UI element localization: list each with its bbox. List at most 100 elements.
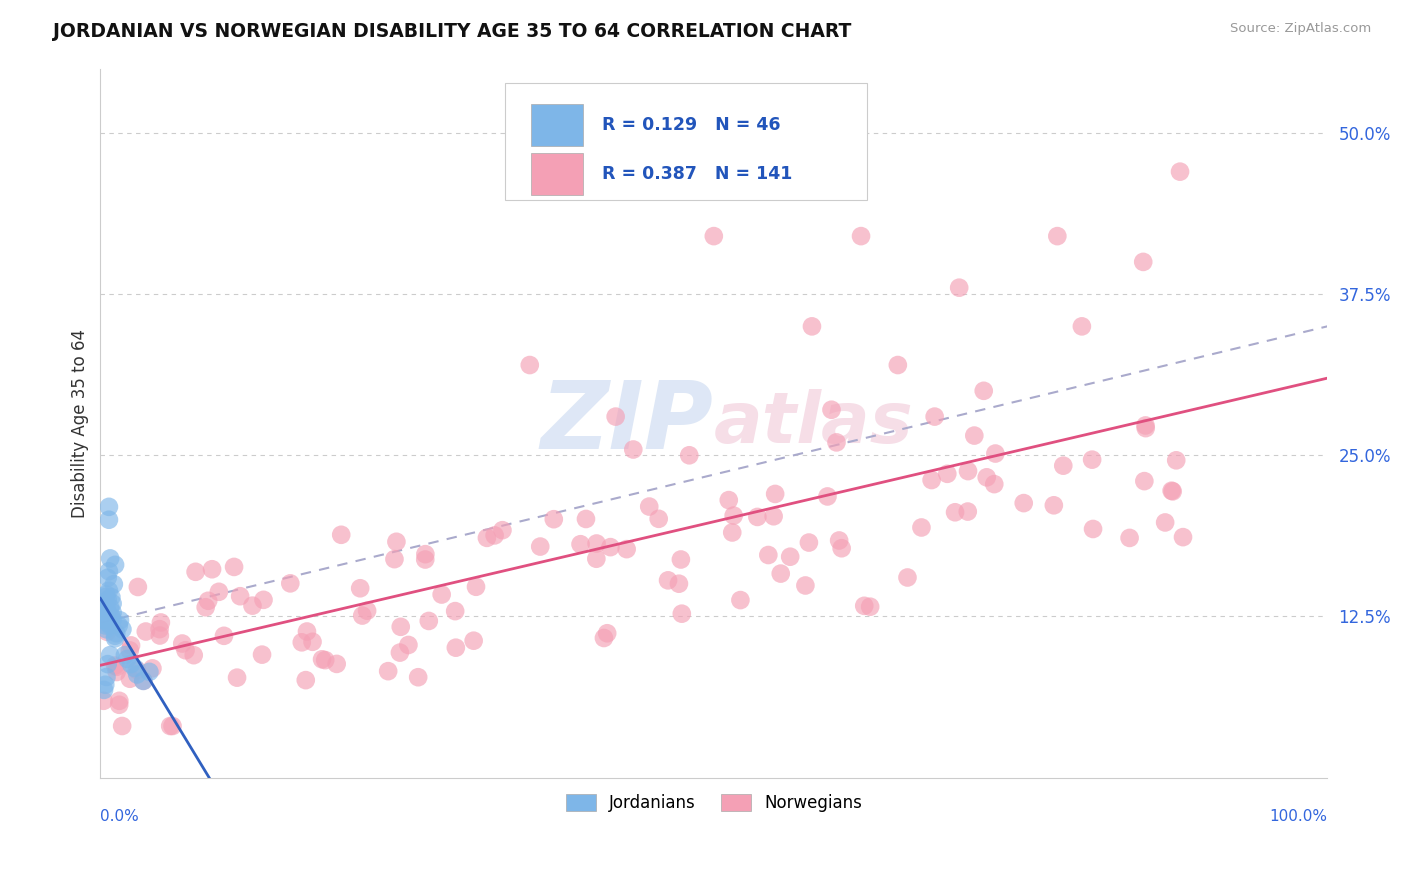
Point	[756, 548, 779, 562]
Point	[101, 597, 124, 611]
Point	[159, 719, 181, 733]
Point	[924, 409, 946, 424]
Point	[229, 589, 252, 603]
Point	[973, 384, 995, 398]
Point	[415, 547, 437, 561]
Point	[948, 281, 970, 295]
Point	[222, 560, 245, 574]
Point	[703, 229, 725, 244]
Point	[730, 593, 752, 607]
Point	[896, 570, 918, 584]
Text: R = 0.129   N = 46: R = 0.129 N = 46	[602, 116, 780, 134]
Point	[921, 473, 943, 487]
Point	[444, 604, 467, 618]
Point	[1133, 474, 1156, 488]
Point	[671, 607, 693, 621]
Point	[849, 229, 872, 244]
Point	[831, 541, 853, 556]
Point	[104, 658, 127, 673]
Point	[820, 402, 842, 417]
Point	[1052, 458, 1074, 473]
Point	[1132, 255, 1154, 269]
Point	[1135, 418, 1157, 433]
Point	[174, 643, 197, 657]
Point	[226, 671, 249, 685]
Point	[325, 657, 347, 671]
Point	[162, 719, 184, 733]
Point	[956, 504, 979, 518]
Point	[291, 635, 314, 649]
Point	[853, 599, 876, 613]
Point	[98, 648, 121, 662]
Point	[127, 663, 149, 677]
Point	[208, 584, 231, 599]
FancyBboxPatch shape	[531, 103, 582, 145]
Point	[141, 661, 163, 675]
Point	[114, 648, 136, 662]
Point	[108, 694, 131, 708]
Point	[127, 667, 149, 681]
Point	[1012, 496, 1035, 510]
Point	[97, 615, 120, 630]
FancyBboxPatch shape	[531, 153, 582, 195]
Point	[717, 493, 740, 508]
Point	[569, 537, 592, 551]
Point	[430, 588, 453, 602]
Point	[668, 576, 690, 591]
Point	[135, 624, 157, 639]
Point	[96, 624, 118, 639]
Point	[197, 594, 219, 608]
Point	[242, 599, 264, 613]
Point	[377, 664, 399, 678]
Point	[96, 600, 118, 615]
Point	[1081, 522, 1104, 536]
Point	[120, 657, 142, 672]
Point	[201, 562, 224, 576]
Point	[593, 631, 616, 645]
Point	[406, 670, 429, 684]
Point	[101, 613, 124, 627]
Point	[94, 590, 117, 604]
Point	[184, 565, 207, 579]
Point	[678, 448, 700, 462]
Point	[976, 470, 998, 484]
Point	[311, 652, 333, 666]
Point	[98, 618, 121, 632]
Point	[444, 640, 467, 655]
Point	[956, 464, 979, 478]
Point	[1135, 421, 1157, 435]
Point	[769, 566, 792, 581]
Text: JORDANIAN VS NORWEGIAN DISABILITY AGE 35 TO 64 CORRELATION CHART: JORDANIAN VS NORWEGIAN DISABILITY AGE 35…	[53, 22, 852, 41]
Point	[1161, 484, 1184, 499]
Point	[1046, 229, 1069, 244]
Point	[111, 623, 134, 637]
Point	[212, 629, 235, 643]
Point	[149, 622, 172, 636]
Point	[389, 620, 412, 634]
Point	[385, 534, 408, 549]
Point	[585, 536, 607, 550]
Point	[1118, 531, 1140, 545]
Text: 0.0%: 0.0%	[100, 809, 139, 824]
Point	[1043, 498, 1066, 512]
Point	[1160, 483, 1182, 498]
Point	[936, 467, 959, 481]
Point	[723, 508, 745, 523]
Point	[657, 574, 679, 588]
Point	[543, 512, 565, 526]
Point	[463, 633, 485, 648]
Point	[118, 643, 141, 657]
Point	[97, 606, 120, 620]
FancyBboxPatch shape	[505, 83, 868, 200]
Point	[104, 632, 127, 646]
Point	[484, 528, 506, 542]
Point	[104, 558, 127, 572]
Point	[669, 552, 692, 566]
Point	[98, 600, 121, 615]
Point	[1070, 319, 1092, 334]
Point	[984, 446, 1007, 460]
Point	[529, 540, 551, 554]
Point	[107, 618, 129, 632]
Point	[93, 682, 115, 697]
Point	[138, 665, 160, 679]
